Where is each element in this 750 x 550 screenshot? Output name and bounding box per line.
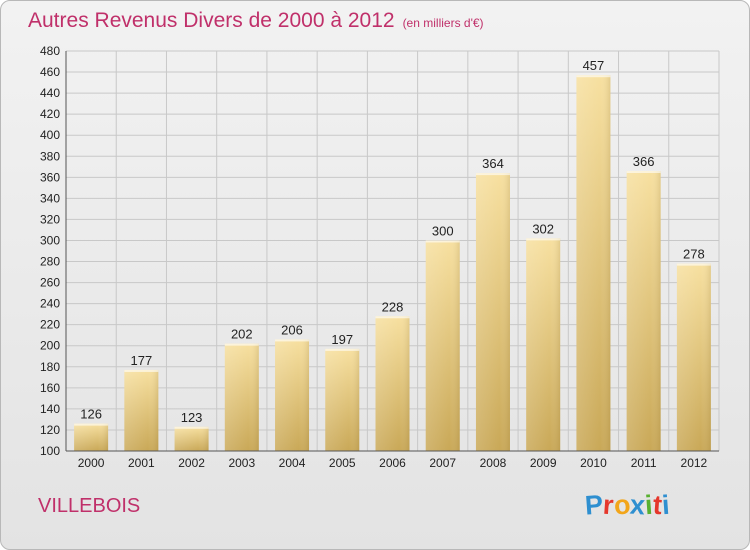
bar-shade: [576, 75, 611, 452]
x-tick-label: 2006: [379, 456, 406, 470]
bars: [74, 75, 711, 452]
bar-highlight: [224, 343, 259, 346]
bar-highlight: [275, 339, 310, 342]
y-tick-label: 280: [40, 255, 60, 269]
x-tick-label: 2007: [429, 456, 456, 470]
data-label: 197: [331, 332, 353, 347]
y-tick-label: 300: [40, 233, 60, 247]
bar-shade: [275, 339, 310, 451]
y-tick-label: 100: [40, 444, 60, 458]
commune-name: VILLEBOIS: [38, 495, 141, 517]
y-tick-label: 200: [40, 339, 60, 353]
y-tick-label: 400: [40, 128, 60, 142]
bar-shade: [325, 348, 360, 451]
x-tick-label: 2002: [178, 456, 205, 470]
bar-highlight: [325, 348, 360, 351]
data-label: 364: [482, 156, 504, 171]
bar-shade: [224, 343, 259, 451]
proxiti-logo[interactable]: Proxiti: [583, 489, 671, 521]
data-label: 366: [633, 154, 655, 169]
x-tick-label: 2009: [530, 456, 557, 470]
y-tick-label: 340: [40, 191, 60, 205]
bar-highlight: [475, 173, 510, 176]
x-tick-label: 2003: [228, 456, 255, 470]
bar-highlight: [124, 369, 159, 372]
y-tick-label: 320: [40, 212, 60, 226]
y-tick-label: 160: [40, 381, 60, 395]
bar-shade: [425, 240, 460, 451]
x-tick-label: 2010: [580, 456, 607, 470]
y-tick-label: 120: [40, 423, 60, 437]
data-label: 278: [683, 247, 705, 262]
bar-highlight: [676, 263, 711, 266]
bar-highlight: [526, 238, 561, 241]
y-tick-label: 460: [40, 65, 60, 79]
y-tick-label: 380: [40, 149, 60, 163]
bar-shade: [526, 238, 561, 451]
bar-highlight: [576, 75, 611, 78]
data-label: 123: [181, 410, 203, 425]
data-label: 300: [432, 223, 454, 238]
y-tick-label: 260: [40, 276, 60, 290]
data-label: 202: [231, 327, 253, 342]
x-tick-label: 2001: [128, 456, 155, 470]
data-label: 228: [382, 299, 404, 314]
bar-highlight: [74, 423, 109, 426]
y-tick-label: 420: [40, 107, 60, 121]
logo-letter: i: [660, 489, 671, 521]
bar-shade: [475, 173, 510, 451]
y-tick-label: 140: [40, 402, 60, 416]
chart-title-block: Autres Revenus Divers de 2000 à 2012 (en …: [28, 9, 484, 33]
data-label: 457: [583, 58, 605, 73]
x-tick-label: 2012: [681, 456, 708, 470]
data-label: 302: [532, 221, 554, 236]
chart-unit: (en milliers d'€): [402, 16, 484, 30]
y-tick-label: 360: [40, 170, 60, 184]
bar-shade: [124, 369, 159, 451]
y-tick-label: 240: [40, 297, 60, 311]
bar-highlight: [375, 316, 410, 319]
chart-title: Autres Revenus Divers de 2000 à 2012: [28, 9, 395, 32]
data-label: 206: [281, 322, 303, 337]
data-label: 126: [80, 407, 102, 422]
x-tick-label: 2005: [329, 456, 356, 470]
y-tick-label: 440: [40, 86, 60, 100]
x-tick-label: 2004: [279, 456, 306, 470]
axes: 100 120 140 160 180 200 220 240 260 280 300 320 340 3…: [40, 44, 719, 470]
bar-highlight: [626, 171, 661, 173]
bar-shade: [174, 426, 209, 451]
bar-shade: [626, 171, 661, 451]
y-tick-label: 220: [40, 318, 60, 332]
bar-shade: [74, 423, 109, 451]
x-tick-label: 2011: [631, 456, 657, 470]
bar-shade: [375, 316, 410, 451]
y-tick-label: 480: [40, 44, 60, 58]
y-tick-label: 180: [40, 360, 60, 374]
x-tick-label: 2008: [480, 456, 507, 470]
bar-highlight: [425, 240, 460, 243]
data-labels: 126 177 123 202 206 197 228 300 364 302 457 366 278: [80, 58, 704, 425]
bar-highlight: [174, 426, 209, 429]
bar-shade: [676, 263, 711, 451]
x-tick-label: 2000: [78, 456, 105, 470]
data-label: 177: [130, 353, 152, 368]
logo-letter: P: [583, 489, 605, 521]
